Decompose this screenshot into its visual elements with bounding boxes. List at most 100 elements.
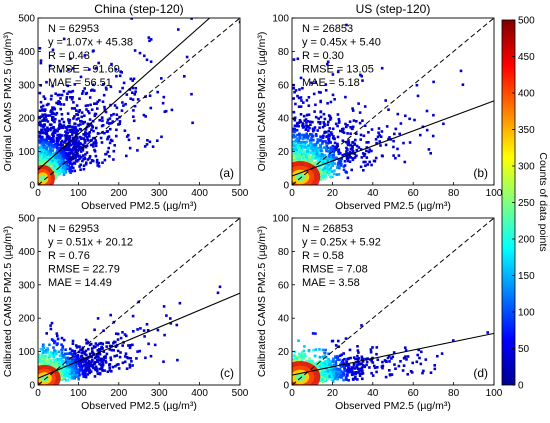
density-cell <box>375 157 378 160</box>
density-cell <box>43 95 46 98</box>
density-cell <box>39 153 42 156</box>
density-cell <box>335 123 338 126</box>
density-cell <box>58 172 61 175</box>
density-cell <box>299 136 302 139</box>
density-cell <box>324 131 327 134</box>
density-cell <box>132 315 135 318</box>
density-cell <box>72 90 75 93</box>
density-cell <box>356 355 359 358</box>
density-cell <box>99 349 102 352</box>
density-cell <box>292 97 295 100</box>
density-cell <box>307 125 310 128</box>
density-cell <box>81 92 84 95</box>
density-cell <box>132 109 135 112</box>
density-cell <box>50 123 53 126</box>
density-cell <box>115 332 118 335</box>
density-cell <box>392 154 395 157</box>
density-cell <box>40 129 43 132</box>
density-cell <box>121 101 124 104</box>
density-cell <box>83 168 86 171</box>
density-cell <box>297 58 300 61</box>
density-cell <box>58 125 61 128</box>
y-tick-label: 500 <box>18 14 35 25</box>
density-cell <box>108 155 111 158</box>
density-cell <box>60 343 63 346</box>
density-cell <box>63 90 66 93</box>
density-cell <box>69 375 72 378</box>
density-cell <box>143 55 146 58</box>
density-cell <box>56 361 59 364</box>
density-cell <box>393 133 396 136</box>
density-cell <box>78 97 81 100</box>
density-cell <box>89 344 92 347</box>
density-cell <box>107 151 110 154</box>
density-cell <box>314 104 317 107</box>
density-cell <box>39 47 42 50</box>
density-cell <box>311 121 314 124</box>
x-tick-label: 200 <box>110 188 127 199</box>
density-cell <box>149 94 152 97</box>
density-cell <box>101 120 104 123</box>
density-cell <box>364 105 367 108</box>
density-cell <box>293 142 296 145</box>
density-cell <box>302 141 305 144</box>
density-cell <box>124 129 127 132</box>
y-tick-label: 20 <box>278 147 290 158</box>
density-cell <box>91 359 94 362</box>
density-cell <box>55 165 58 168</box>
density-cell <box>303 136 306 139</box>
density-cell <box>107 136 110 139</box>
density-cell <box>139 52 142 55</box>
density-cell <box>66 96 69 99</box>
density-cell <box>101 161 104 164</box>
density-cell <box>123 82 126 85</box>
y-tick-label: 200 <box>18 314 35 325</box>
density-cell <box>39 92 42 95</box>
density-cell <box>147 343 150 346</box>
density-cell <box>375 138 378 141</box>
density-cell <box>323 113 326 116</box>
density-cell <box>313 110 316 113</box>
density-cell <box>312 130 315 133</box>
density-cell <box>76 130 79 133</box>
density-cell <box>326 102 329 105</box>
density-cell <box>125 352 128 355</box>
density-cell <box>338 165 341 168</box>
density-cell <box>114 365 117 368</box>
density-cell <box>156 91 159 94</box>
density-cell <box>115 135 118 138</box>
density-cell <box>115 129 118 132</box>
density-cell <box>68 165 71 168</box>
density-cell <box>367 131 370 134</box>
density-cell <box>186 56 189 59</box>
density-cell <box>102 363 105 366</box>
density-cell <box>69 352 72 355</box>
density-cell <box>365 150 368 153</box>
density-cell <box>53 159 56 162</box>
density-cell <box>325 89 328 92</box>
density-cell <box>40 62 43 65</box>
y-tick-label: 100 <box>272 14 289 25</box>
density-cell <box>371 346 374 349</box>
density-cell <box>51 106 54 109</box>
density-cell <box>53 349 56 352</box>
x-tick-label: 60 <box>408 188 420 199</box>
density-cell <box>357 351 360 354</box>
density-cell <box>57 338 60 341</box>
density-cell <box>404 161 407 164</box>
density-cell <box>293 144 296 147</box>
density-cell <box>370 372 373 375</box>
density-cell <box>319 100 322 103</box>
stat-line: N = 62953 <box>48 223 99 235</box>
density-cell <box>75 159 78 162</box>
x-tick-label: 200 <box>110 388 127 399</box>
density-cell <box>105 345 108 348</box>
density-cell <box>126 93 129 96</box>
density-cell <box>100 342 103 345</box>
panel-label: (b) <box>473 166 488 180</box>
x-tick-label: 0 <box>289 188 295 199</box>
density-cell <box>43 142 46 145</box>
density-cell <box>419 134 422 137</box>
density-cell <box>48 358 51 361</box>
